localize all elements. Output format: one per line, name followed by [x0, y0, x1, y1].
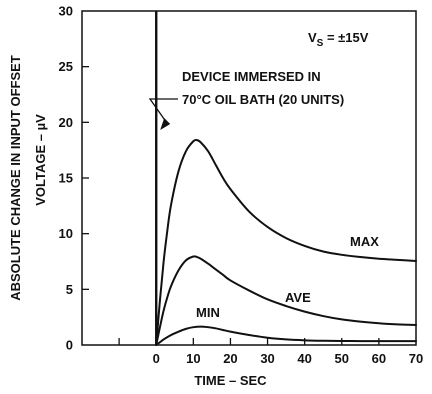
supply-voltage-value: = ±15V [323, 30, 368, 45]
series-label-min: MIN [196, 305, 220, 320]
x-tick-label: 30 [260, 351, 274, 366]
y-tick-label: 15 [59, 171, 73, 186]
series-line-max [155, 138, 417, 346]
x-tick-label: 0 [153, 351, 160, 366]
y-axis-title-line1: ABSOLUTE CHANGE IN INPUT OFFSET [8, 55, 23, 301]
supply-voltage-symbol: V [308, 30, 317, 45]
annotation-arrowhead [160, 118, 171, 130]
x-tick-label: 40 [297, 351, 311, 366]
series-line-ave [155, 255, 417, 346]
y-tick-label: 25 [59, 59, 73, 74]
plot-frame [81, 10, 417, 346]
supply-voltage-subscript: S [317, 38, 324, 49]
y-axis-title-line2: VOLTAGE – µV [33, 114, 48, 206]
series-lines [155, 138, 417, 346]
x-axis-ticks: 0 10 20 30 40 50 60 70 [118, 338, 423, 366]
y-tick-label: 20 [59, 115, 73, 130]
x-tick-label: 50 [335, 351, 349, 366]
x-tick-label: 70 [409, 351, 423, 366]
y-tick-label: 5 [66, 282, 73, 297]
event-annotation-line1: DEVICE IMMERSED IN [182, 69, 321, 84]
series-label-ave: AVE [285, 290, 311, 305]
annotation-arrow [148, 98, 178, 123]
x-tick-label: 20 [223, 351, 237, 366]
y-tick-label: 30 [59, 4, 73, 19]
x-axis-title: TIME – SEC [194, 373, 267, 388]
y-tick-label: 10 [59, 226, 73, 241]
x-tick-label: 10 [186, 351, 200, 366]
y-axis-ticks: 0 5 10 15 20 25 30 [59, 4, 89, 353]
event-annotation-line2: 70°C OIL BATH (20 UNITS) [182, 92, 344, 107]
series-label-max: MAX [350, 234, 379, 249]
y-tick-label: 0 [66, 338, 73, 353]
x-tick-label: 60 [372, 351, 386, 366]
supply-voltage-condition: VS = ±15V [308, 30, 369, 49]
series-line-min [155, 325, 417, 346]
